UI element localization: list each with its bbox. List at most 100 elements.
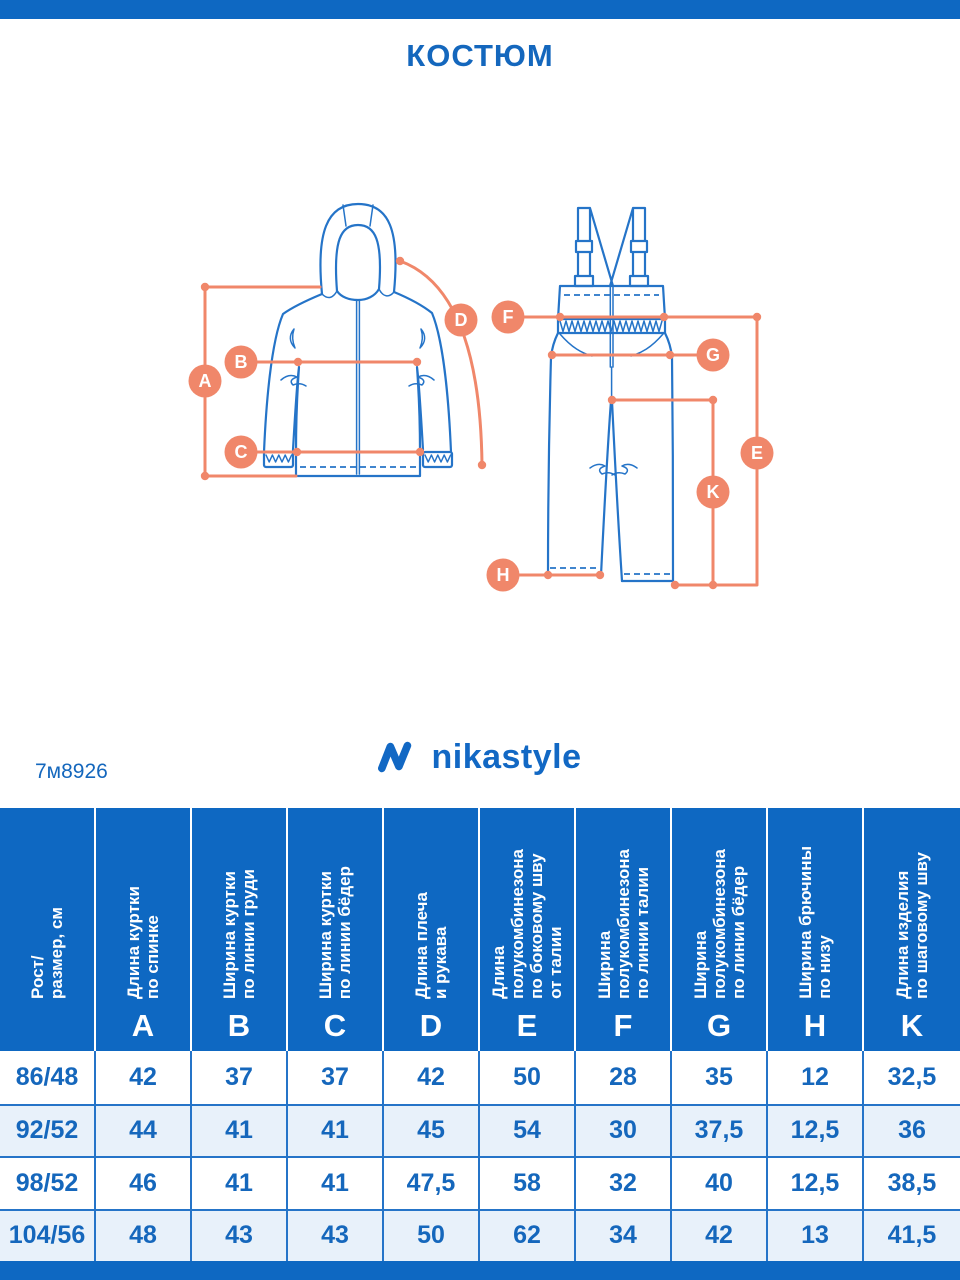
jacket-measurement-diagram: A B C D	[188, 202, 487, 481]
marker-b-circle	[224, 345, 258, 379]
size-cell: 98/52	[0, 1156, 96, 1209]
table-row: 86/48 42 37 37 42 50 28 35 12 32,5	[0, 1051, 960, 1104]
column-header-b: Ширина куртки по линии груди B	[192, 808, 288, 1051]
column-d-label: Длина плеча и рукава	[412, 891, 450, 999]
column-b-label: Ширина куртки по линии груди	[220, 868, 258, 999]
value-cell: 38,5	[864, 1156, 960, 1209]
marker-h-circle	[486, 558, 520, 592]
column-header-a: Длина куртки по спинке A	[96, 808, 192, 1051]
value-cell: 12	[768, 1051, 864, 1104]
value-cell: 42	[96, 1051, 192, 1104]
value-cell: 32	[576, 1156, 672, 1209]
marker-c-letter: C	[235, 442, 248, 462]
column-f-letter: F	[613, 1008, 633, 1043]
value-cell: 54	[480, 1103, 576, 1156]
overalls-drawing	[546, 206, 675, 583]
column-g-label: Ширина полукомбинезона по линии бёдер	[690, 849, 748, 999]
value-cell: 43	[288, 1208, 384, 1261]
brand-logo-text: nikastyle	[431, 737, 582, 776]
marker-d-letter: D	[455, 310, 468, 330]
value-cell: 43	[192, 1208, 288, 1261]
value-cell: 37,5	[672, 1103, 768, 1156]
column-k-label: Длина изделия по шаговому шву	[893, 852, 931, 999]
value-cell: 41	[192, 1156, 288, 1209]
marker-b-letter: B	[235, 352, 248, 372]
column-c-label: Ширина куртки по линии бёдер	[316, 865, 354, 999]
marker-k-circle	[696, 475, 730, 509]
brand-logo-icon	[378, 741, 412, 773]
overalls-measurement-diagram: F G E K H	[486, 206, 774, 592]
column-d-letter: D	[419, 1008, 443, 1043]
column-c-letter: C	[323, 1008, 347, 1043]
column-header-g: Ширина полукомбинезона по линии бёдер G	[672, 808, 768, 1051]
column-f-label: Ширина полукомбинезона по линии талии	[594, 849, 652, 999]
value-cell: 50	[480, 1051, 576, 1104]
column-k-letter: K	[900, 1008, 924, 1043]
marker-h-letter: H	[497, 565, 510, 585]
value-cell: 37	[288, 1051, 384, 1104]
column-header-k: Длина изделия по шаговому шву K	[864, 808, 960, 1051]
column-e-label: Длина полукомбинезона по боковому шву от…	[489, 849, 565, 999]
right-strap-anchor	[628, 274, 650, 288]
marker-e-letter: E	[751, 443, 763, 463]
column-e-letter: E	[516, 1008, 538, 1043]
value-cell: 28	[576, 1051, 672, 1104]
marker-a-letter: A	[199, 371, 212, 391]
brand-logo: nikastyle	[0, 732, 960, 782]
left-strap-buckle	[574, 239, 594, 254]
marker-a-circle	[188, 364, 222, 398]
value-cell: 41	[288, 1103, 384, 1156]
jacket-drawing	[262, 202, 454, 478]
value-cell: 35	[672, 1051, 768, 1104]
value-cell: 45	[384, 1103, 480, 1156]
column-header-size: Рост/ размер, см	[0, 808, 96, 1051]
marker-g-circle	[696, 338, 730, 372]
value-cell: 62	[480, 1208, 576, 1261]
overalls-measure-markers: F G E K H	[486, 300, 774, 592]
column-a-letter: A	[131, 1008, 155, 1043]
value-cell: 48	[96, 1208, 192, 1261]
bottom-accent-bar	[0, 1261, 960, 1280]
value-cell: 34	[576, 1208, 672, 1261]
marker-d-circle	[444, 303, 478, 337]
value-cell: 46	[96, 1156, 192, 1209]
marker-c-circle	[224, 435, 258, 469]
column-a-label: Длина куртки по спинке	[124, 886, 162, 999]
column-header-c: Ширина куртки по линии бёдер C	[288, 808, 384, 1051]
value-cell: 42	[384, 1051, 480, 1104]
value-cell: 42	[672, 1208, 768, 1261]
value-cell: 12,5	[768, 1103, 864, 1156]
column-g-letter: G	[706, 1008, 732, 1043]
size-cell: 86/48	[0, 1051, 96, 1104]
column-header-f: Ширина полукомбинезона по линии талии F	[576, 808, 672, 1051]
value-cell: 30	[576, 1103, 672, 1156]
value-cell: 41,5	[864, 1208, 960, 1262]
size-cell: 104/56	[0, 1208, 96, 1261]
marker-f-circle	[491, 300, 525, 334]
jacket-measure-markers: A B C D	[188, 303, 478, 469]
product-code: 7м8926	[35, 760, 108, 783]
left-strap-anchor	[573, 274, 595, 288]
column-header-size-label: Рост/ размер, см	[28, 907, 66, 999]
value-cell: 44	[96, 1103, 192, 1156]
value-cell: 32,5	[887, 1062, 937, 1091]
column-header-size-letter	[0, 1004, 94, 1051]
value-cell: 47,5	[384, 1156, 480, 1209]
value-cell: 36	[864, 1103, 960, 1157]
marker-e-circle	[740, 436, 774, 470]
marker-f-letter: F	[503, 307, 514, 327]
value-cell: 58	[480, 1156, 576, 1209]
value-cell: 40	[672, 1156, 768, 1209]
column-header-h: Ширина брючины по низу H	[768, 808, 864, 1051]
table-row: 92/52 44 41 41 45 54 30 37,5 12,5 36	[0, 1103, 960, 1157]
value-cell: 50	[384, 1208, 480, 1261]
size-table: Рост/ размер, см Длина куртки по спинке …	[0, 808, 960, 1261]
table-row: 104/56 48 43 43 50 62 34 42 13 41,5	[0, 1208, 960, 1262]
column-h-label: Ширина брючины по низу	[796, 846, 834, 999]
column-header-e: Длина полукомбинезона по боковому шву от…	[480, 808, 576, 1051]
column-header-d: Длина плеча и рукава D	[384, 808, 480, 1051]
size-table-header: Рост/ размер, см Длина куртки по спинке …	[0, 808, 960, 1051]
marker-k-letter: K	[707, 482, 720, 502]
right-strap-buckle	[629, 239, 649, 254]
